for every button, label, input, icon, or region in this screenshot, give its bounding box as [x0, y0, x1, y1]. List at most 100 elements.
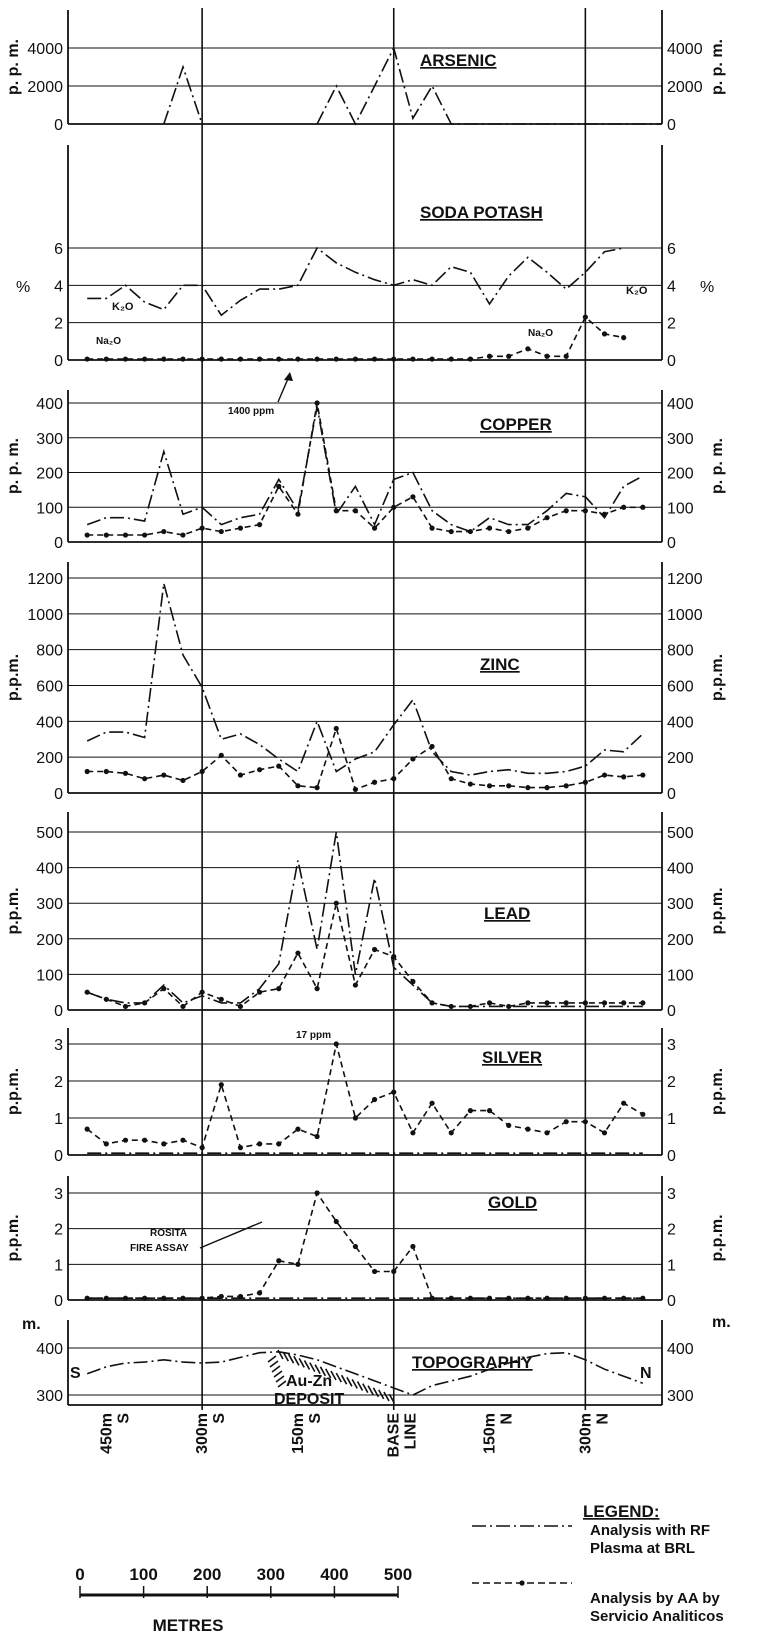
data-point	[410, 356, 416, 362]
y-tick-right: 0	[667, 1148, 676, 1165]
hatch-stroke	[378, 1389, 385, 1400]
data-point	[506, 528, 512, 535]
y-tick-right: 2000	[667, 79, 703, 96]
panel-title: SODA POTASH	[420, 203, 543, 222]
data-point	[84, 1126, 90, 1132]
data-point	[544, 515, 550, 521]
y-tick-right: 200	[667, 750, 694, 767]
data-point	[276, 356, 282, 362]
y-tick-right: 1000	[667, 607, 703, 624]
data-point	[601, 772, 608, 778]
data-point	[448, 1295, 454, 1301]
scale-bar-label: 0	[75, 1565, 84, 1584]
data-point	[180, 356, 186, 362]
na2o-label-right: Na₂O	[528, 328, 553, 339]
data-point	[352, 786, 359, 793]
data-point	[544, 1130, 550, 1136]
data-point	[180, 532, 186, 538]
x-axis-label: 150m	[290, 1413, 307, 1454]
data-point	[314, 1133, 320, 1140]
data-point	[371, 525, 378, 531]
data-point	[122, 1295, 129, 1301]
data-point	[142, 1137, 148, 1143]
data-point	[448, 1130, 454, 1136]
y-tick-right: 0	[667, 786, 676, 803]
silver-offscale-note: 17 ppm	[296, 1030, 331, 1041]
data-point	[295, 1126, 301, 1132]
data-point	[467, 528, 473, 535]
data-point	[371, 1268, 378, 1275]
data-point	[122, 770, 129, 776]
data-point	[448, 776, 454, 782]
data-point	[237, 1145, 244, 1151]
data-point	[640, 772, 646, 778]
data-point	[103, 532, 109, 538]
y-tick-right: 0	[667, 1003, 676, 1020]
y-tick-right: 500	[667, 825, 694, 842]
hatch-stroke	[298, 1358, 305, 1368]
y-tick-left: 300	[36, 431, 63, 448]
data-point	[314, 986, 320, 992]
y-tick-left: 300	[36, 1388, 63, 1405]
y-tick-right: 300	[667, 896, 694, 913]
data-point	[525, 525, 531, 531]
data-point	[563, 1119, 569, 1125]
panel-title: LEAD	[484, 904, 530, 923]
data-point	[257, 356, 263, 362]
hatch-stroke	[275, 1375, 285, 1383]
y-tick-right: 2	[667, 1074, 676, 1091]
data-point	[410, 494, 416, 500]
hatch-stroke	[277, 1380, 287, 1388]
y-unit-right: p.p.m.	[709, 1068, 726, 1115]
x-axis-label: S	[115, 1413, 132, 1424]
data-point	[180, 777, 186, 784]
y-tick-right: 4000	[667, 41, 703, 58]
hatch-stroke	[346, 1376, 353, 1387]
legend-aa-label-1: Analysis by AA by	[590, 1590, 720, 1607]
y-tick-left: 1200	[27, 571, 63, 588]
data-point	[142, 532, 148, 538]
scale-bar-label: 500	[384, 1565, 412, 1584]
y-tick-right: 1	[667, 1257, 676, 1274]
x-axis-label: N	[499, 1413, 516, 1425]
data-point	[601, 511, 608, 517]
panel-3: 0 0 200 200 400 400 600 600 800 800 1000 1000 1200 12…	[5, 562, 726, 803]
hatch-stroke	[351, 1379, 358, 1389]
series-line	[86, 831, 643, 1008]
data-point	[237, 1293, 244, 1300]
data-point	[506, 1122, 512, 1128]
y-tick-right: 1200	[667, 571, 703, 588]
data-point	[142, 776, 148, 782]
data-point	[161, 528, 167, 535]
hatch-stroke	[372, 1387, 380, 1398]
y-unit-left: p.p.m.	[5, 654, 22, 701]
y-tick-right: 4	[667, 278, 676, 295]
data-point	[621, 335, 627, 341]
y-tick-left: 0	[54, 786, 63, 803]
data-point	[142, 356, 148, 362]
hatch-stroke	[287, 1353, 295, 1364]
gold-note-line-2: FIRE ASSAY	[130, 1243, 189, 1254]
y-tick-right: 0	[667, 353, 676, 370]
y-tick-right: 100	[667, 500, 694, 517]
series-line	[163, 45, 662, 126]
hatch-stroke	[269, 1360, 279, 1368]
data-point	[122, 1137, 129, 1143]
data-point	[601, 1295, 608, 1301]
hatch-stroke	[314, 1364, 321, 1375]
scale-bar-label: 300	[257, 1565, 285, 1584]
y-unit-right: p.p.m.	[709, 887, 726, 934]
data-point	[276, 1141, 282, 1147]
hatch-stroke	[303, 1360, 311, 1370]
y-tick-left: 200	[36, 466, 63, 483]
y-tick-left: 400	[36, 714, 63, 731]
data-point	[640, 1295, 646, 1301]
deposit-label-2: DEPOSIT	[274, 1391, 344, 1408]
data-point	[429, 1000, 435, 1006]
data-point	[218, 752, 224, 758]
y-tick-right: 800	[667, 643, 694, 660]
data-point	[295, 511, 301, 517]
data-point	[486, 1000, 493, 1006]
panel-title: GOLD	[488, 1193, 537, 1212]
data-point	[352, 1243, 359, 1250]
